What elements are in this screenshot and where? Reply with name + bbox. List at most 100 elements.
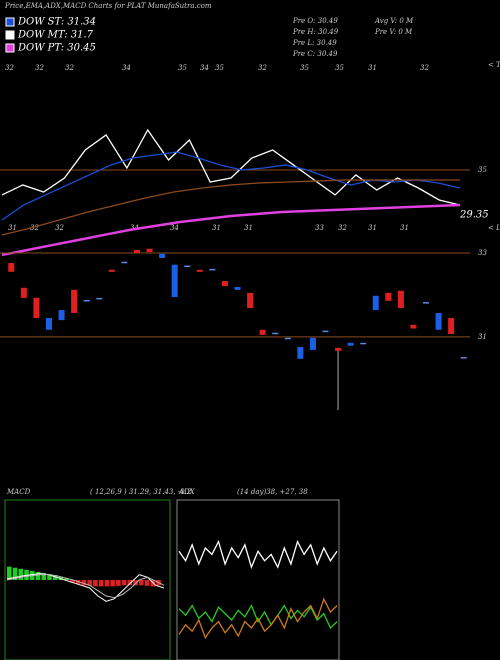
candle-body (8, 263, 15, 272)
macd-bar (35, 572, 41, 580)
stat-label: Pre O: 30.49 (292, 17, 338, 25)
last-price-label: 29.35 (459, 210, 489, 221)
candle-body (45, 318, 52, 330)
candle-body (259, 329, 266, 335)
top-label: 32 (258, 64, 267, 72)
candle-body (33, 297, 40, 319)
candle-body (83, 299, 90, 302)
stat-label: Pre L: 30.49 (292, 39, 337, 47)
macd-bar (116, 580, 121, 586)
top-label: 35 (215, 64, 224, 72)
top-label: 35 (300, 64, 309, 72)
series-line (1, 179, 460, 236)
candle-body (423, 302, 430, 304)
legend-label: DOW ST: 31.34 (17, 17, 96, 28)
macd-bar (87, 580, 92, 586)
bottom-label: 31 (8, 224, 17, 232)
y-tick-label: 31 (478, 333, 487, 341)
macd-line (6, 573, 165, 602)
candle-body (335, 347, 342, 351)
bottom-label: 33 (315, 224, 324, 232)
bottom-label: 32 (338, 224, 347, 232)
candle-body (397, 290, 404, 308)
legend-label: DOW MT: 31.7 (17, 30, 94, 41)
candle-body (435, 312, 442, 330)
candle-body (360, 342, 367, 345)
macd-bar (18, 568, 24, 580)
macd-bar (47, 574, 52, 580)
legend-label: DOW PT: 30.45 (17, 43, 96, 54)
adx-panel (176, 499, 340, 660)
candle-body (297, 347, 304, 359)
lows-label: < Lows (488, 224, 500, 232)
macd-bar (64, 578, 69, 580)
bottom-label: 32 (30, 224, 39, 232)
candle-body (196, 269, 203, 272)
macd-bar (104, 580, 110, 587)
bottom-label: 32 (55, 224, 64, 232)
candle-body (146, 248, 153, 253)
macd-bar (7, 566, 12, 580)
tops-label: < Tops (488, 61, 500, 69)
macd-bar (127, 580, 133, 586)
candle-body (221, 281, 228, 287)
panel-params: (14 day)38, +27, 38 (237, 488, 308, 496)
candle-body (460, 357, 467, 359)
series-line (1, 203, 461, 257)
series-line (1, 151, 461, 221)
macd-bar (98, 580, 104, 587)
macd-bar (110, 580, 115, 587)
candle-body (385, 292, 392, 301)
y-tick-label: 33 (478, 249, 487, 257)
candle-body (322, 330, 329, 333)
candle-body (71, 289, 78, 313)
candle-body (209, 268, 216, 271)
candle-body (234, 286, 241, 290)
candle-body (108, 269, 115, 272)
candle-body (159, 253, 166, 258)
bottom-label: 31 (244, 224, 253, 232)
candle-body (171, 264, 178, 298)
series-line (1, 128, 461, 206)
candle-body (347, 342, 354, 346)
legend-swatch (5, 43, 15, 53)
candle-body (184, 265, 191, 268)
candle-body (247, 292, 254, 308)
stat-label: Pre C: 30.49 (292, 50, 338, 58)
candle-body (96, 297, 103, 300)
macd-bar (41, 573, 47, 580)
legend-swatch (5, 17, 15, 27)
candle-body (133, 250, 140, 253)
bottom-label: 31 (400, 224, 409, 232)
top-label: 34 (122, 64, 131, 72)
macd-bar (81, 580, 87, 586)
candle-body (284, 337, 291, 340)
top-label: 35 (178, 64, 187, 72)
candle-body (309, 337, 316, 350)
macd-line (6, 574, 165, 599)
legend-swatch (5, 30, 15, 40)
stat-label: Pre H: 30.49 (292, 28, 339, 36)
top-label: 35 (335, 64, 344, 72)
bottom-label: 31 (212, 224, 221, 232)
page-title: Price,EMA,ADX,MACD Charts for PLAT Munaf… (4, 2, 212, 10)
top-label: 32 (5, 64, 14, 72)
candle-body (372, 295, 379, 311)
y-tick-label: 35 (478, 166, 487, 174)
series-line (178, 539, 338, 570)
macd-bar (139, 580, 144, 586)
candle-body (121, 261, 128, 264)
candle-body (448, 318, 455, 334)
macd-bar (93, 580, 98, 587)
candle-body (20, 287, 27, 298)
top-label: 34 (200, 64, 209, 72)
series-line (178, 597, 338, 639)
panel-title: MACD (6, 488, 31, 496)
candle-body (272, 332, 279, 335)
bottom-label: 31 (368, 224, 377, 232)
macd-bar (121, 580, 127, 586)
series-line (178, 604, 338, 630)
macd-bar (133, 580, 138, 586)
macd-bar (144, 580, 150, 586)
